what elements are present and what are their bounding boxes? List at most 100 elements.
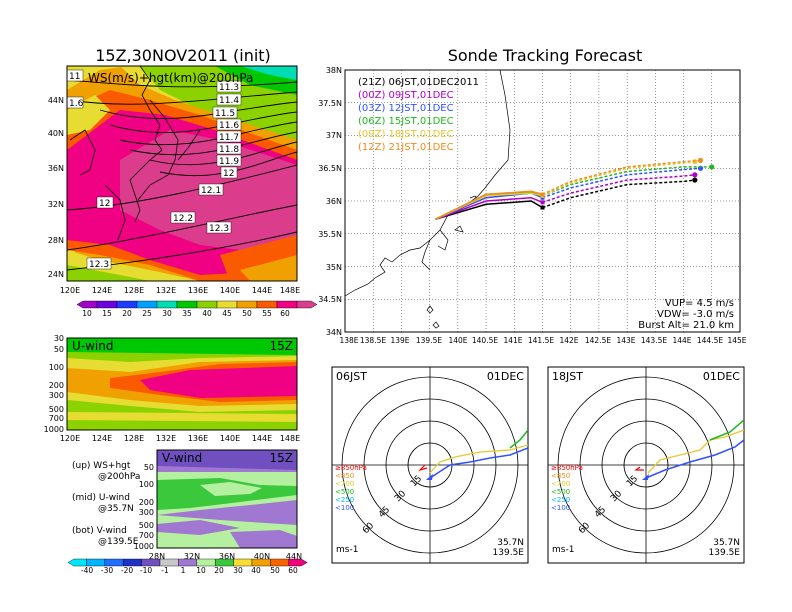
- track-line-descent: [542, 160, 695, 197]
- landing-point: [692, 177, 698, 183]
- map-lon-tick: 140E: [220, 286, 240, 295]
- uwind-pres-tick: 700: [49, 414, 64, 423]
- contour-label-boxes: [67, 69, 242, 270]
- map-lat-tick: 32N: [48, 200, 64, 209]
- tracking-panel: Sonde Tracking Forecast 38N 37.5N 37N 36…: [318, 46, 747, 345]
- tracking-lon-tick: 140.5E: [472, 336, 498, 345]
- contour-label: 11.5: [215, 109, 235, 119]
- vwind-pres-tick: 200: [139, 498, 154, 507]
- tracking-lat-tick: 35.5N: [318, 230, 342, 239]
- burst-point: [540, 205, 545, 210]
- level-lt100: <100: [551, 504, 570, 512]
- v-colorbar-swatch: [214, 558, 234, 567]
- ws-colorbar-swatch: [236, 300, 258, 309]
- main-title: 15Z,30NOV2011 (init): [95, 46, 271, 65]
- tracking-lon-tick: 143E: [616, 336, 635, 345]
- v-colorbar-swatch: [159, 558, 179, 567]
- ws-colorbar-label: 35: [182, 309, 192, 318]
- contour-label: 11.9: [219, 157, 239, 167]
- burst-point: [540, 192, 545, 197]
- vwind-pres-tick: 500: [139, 521, 154, 530]
- vwind-pres-tick: 700: [139, 531, 154, 540]
- legend-entry-03z: (03Z) 12JST,01DEC: [358, 103, 454, 114]
- uwind-time: 15Z: [270, 339, 294, 353]
- ws-colorbar-swatch: [176, 300, 198, 309]
- legend-mid-line1: (mid) U-wind: [72, 493, 130, 503]
- v-colorbar-label: -40: [81, 566, 93, 575]
- uwind-pres-tick: 500: [49, 405, 64, 414]
- v-colorbar-swatch: [270, 558, 289, 567]
- map-lon-tick: 124E: [92, 286, 112, 295]
- v-colorbar-swatch: [196, 558, 216, 567]
- tracking-lon-tick: 139.5E: [416, 336, 442, 345]
- hodo-right-lon: 139.5E: [709, 548, 741, 558]
- vwind-lat-tick: 44N: [286, 552, 302, 561]
- vwind-lat-tick: 40N: [254, 552, 270, 561]
- hodograph-arrow-icon: [426, 474, 433, 480]
- map-lat-ticks: 44N 40N 36N 32N 28N 24N: [48, 96, 64, 279]
- tracking-lon-tick: 141E: [503, 336, 522, 345]
- track-line-descent: [542, 174, 695, 204]
- ws-colorbar-swatch: [216, 300, 238, 309]
- v-colorbar-label: 60: [288, 566, 298, 575]
- v-colorbar: [67, 558, 308, 567]
- uwind-pres-tick: 300: [49, 391, 64, 400]
- track-line-descent: [542, 159, 701, 196]
- vwind-lat-tick: 28N: [149, 552, 165, 561]
- uwind-pres-tick: 1000: [44, 425, 64, 434]
- map-lon-tick: 128E: [124, 286, 144, 295]
- contour-label: 11.8: [219, 145, 239, 155]
- level-lt850: <850: [551, 472, 570, 480]
- uwind-lon-tick: 132E: [156, 434, 176, 443]
- tracking-lat-tick: 36N: [326, 197, 342, 206]
- vwind-time: 15Z: [270, 451, 294, 465]
- tracking-lon-tick: 138E: [339, 336, 358, 345]
- map-lon-tick: 148E: [280, 286, 300, 295]
- contour-label: 11: [69, 72, 80, 82]
- uwind-lon-tick: 148E: [280, 434, 300, 443]
- ws-colorbar-label: 25: [142, 309, 152, 318]
- hodo-right-time: 18JST: [552, 370, 583, 383]
- level-lt700: <700: [551, 480, 570, 488]
- level-lt500: <500: [551, 488, 570, 496]
- v-colorbar-swatch: [288, 558, 308, 567]
- hodo-left-date: 01DEC: [487, 370, 524, 383]
- v-colorbar-label: -30: [101, 566, 113, 575]
- landing-point: [697, 157, 704, 163]
- legend-entry-12z: (12Z) 21JST,01DEC: [358, 142, 454, 153]
- level-lt100: <100: [335, 504, 354, 512]
- hodo-right-date: 01DEC: [703, 370, 740, 383]
- map-lat-tick: 40N: [48, 129, 64, 138]
- uwind-lon-tick: 136E: [188, 434, 208, 443]
- vup-value: VUP= 4.5 m/s: [665, 298, 734, 309]
- ws-colorbar-swatch: [196, 300, 218, 309]
- level-lt250: <250: [335, 496, 354, 504]
- map-lon-tick: 136E: [188, 286, 208, 295]
- hodo-left-lon: 139.5E: [493, 548, 525, 558]
- map-lat-tick: 36N: [48, 164, 64, 173]
- hodo-right-units: ms-1: [552, 545, 574, 555]
- tracking-lon-tick: 139E: [390, 336, 409, 345]
- v-colorbar-label: -20: [121, 566, 133, 575]
- contour-label: 12.2: [173, 214, 193, 224]
- contour-label: 12: [223, 169, 234, 179]
- v-colorbar-swatch: [122, 558, 142, 567]
- uwind-lon-tick: 120E: [60, 434, 80, 443]
- uwind-lon-tick: 128E: [124, 434, 144, 443]
- track-line-descent: [542, 166, 712, 197]
- contour-label: 1.6: [69, 99, 84, 109]
- tracking-lat-tick: 34.5N: [318, 295, 342, 304]
- hodo-right-levels: ≥850hPa <850 <700 <500 <250 <100: [551, 464, 583, 512]
- v-colorbar-label: 20: [214, 566, 224, 575]
- map-lon-tick: 120E: [60, 286, 80, 295]
- contour-labels: 11.3 11.4 11.5 11.6 11.7 11.8 11.9 12 12…: [69, 72, 239, 270]
- v-colorbar-swatch: [233, 558, 253, 567]
- tracking-lon-tick: 141.5E: [528, 336, 554, 345]
- level-ge850: ≥850hPa: [335, 464, 367, 472]
- legend-bot-line2: @139.5E: [98, 537, 139, 547]
- tracking-lon-tick: 143.5E: [641, 336, 667, 345]
- hodo-left-units: ms-1: [336, 545, 358, 555]
- map-lat-tick: 44N: [48, 96, 64, 105]
- tracking-params: VUP= 4.5 m/s VDW= -3.0 m/s Burst Alt= 21…: [638, 298, 734, 331]
- ws-colorbar-swatch: [296, 300, 318, 309]
